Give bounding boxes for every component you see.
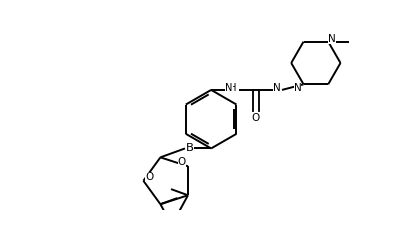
Text: N: N (225, 83, 232, 93)
Text: O: O (252, 113, 260, 123)
Text: O: O (145, 172, 154, 182)
Text: N: N (293, 83, 301, 93)
Text: O: O (178, 157, 186, 168)
Text: N: N (328, 34, 336, 44)
Text: N: N (273, 83, 281, 93)
Text: B: B (186, 143, 194, 153)
Text: H: H (229, 83, 237, 93)
